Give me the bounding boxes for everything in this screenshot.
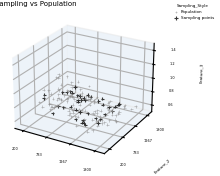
Legend: Population, Sampling points: Population, Sampling points <box>170 3 215 21</box>
Y-axis label: Feature_2: Feature_2 <box>154 158 171 174</box>
Text: Sampling vs Population: Sampling vs Population <box>0 1 77 7</box>
